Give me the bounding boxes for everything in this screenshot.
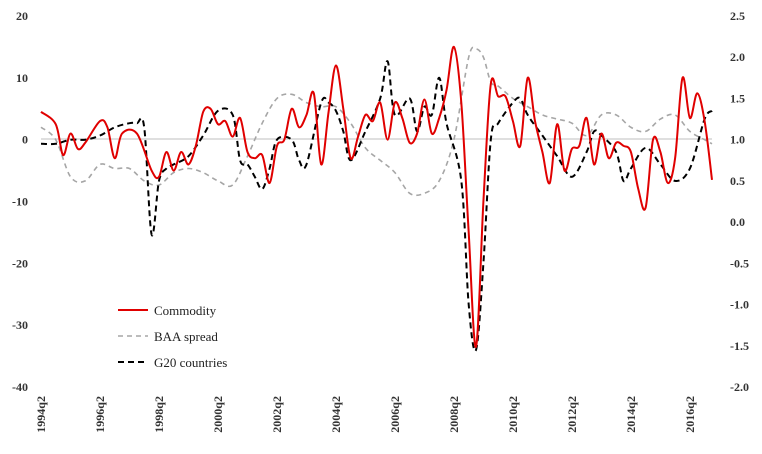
right-tick-label: 1.0 — [730, 133, 745, 147]
series-layer — [40, 45, 713, 353]
right-tick-label: 2.0 — [730, 50, 745, 64]
left-tick-label: -40 — [12, 380, 28, 394]
x-axis: 1994q2 1996q2 1998q2 2000q2 2002q2 2004q2 2006… — [34, 396, 697, 433]
x-tick-label: 2000q2 — [211, 396, 225, 433]
x-tick-label: 2008q2 — [447, 396, 461, 433]
right-tick-label: -1.0 — [730, 298, 749, 312]
legend-label: Commodity — [154, 303, 217, 318]
x-tick-label: 2002q2 — [270, 396, 284, 433]
x-tick-label: 2006q2 — [388, 396, 402, 433]
right-tick-label: 1.5 — [730, 91, 745, 105]
x-tick-label: 2012q2 — [565, 396, 579, 433]
legend-label: BAA spread — [154, 329, 218, 344]
left-axis: 20 10 0 -10 -20 -30 -40 — [12, 9, 28, 394]
left-tick-label: -30 — [12, 318, 28, 332]
right-tick-label: -0.5 — [730, 256, 749, 270]
right-tick-label: 2.5 — [730, 9, 745, 23]
x-tick-label: 1994q2 — [34, 396, 48, 433]
right-tick-label: 0.0 — [730, 215, 745, 229]
legend-label: G20 countries — [154, 355, 227, 370]
left-tick-label: -10 — [12, 195, 28, 209]
x-tick-label: 2004q2 — [329, 396, 343, 433]
legend: Commodity BAA spread G20 countries — [118, 303, 227, 370]
right-tick-label: -1.5 — [730, 339, 749, 353]
left-tick-label: 10 — [16, 71, 28, 85]
right-axis: 2.5 2.0 1.5 1.0 0.5 0.0 -0.5 -1.0 -1.5 -2.0 — [730, 9, 749, 394]
x-tick-label: 2016q2 — [683, 396, 697, 433]
x-tick-label: 2010q2 — [506, 396, 520, 433]
series-line-baa-spread — [40, 46, 713, 197]
x-tick-label: 1996q2 — [93, 396, 107, 433]
series-line-commodity — [40, 45, 713, 348]
x-tick-label: 1998q2 — [152, 396, 166, 433]
series-line-g20-countries — [40, 60, 713, 353]
right-tick-label: 0.5 — [730, 174, 745, 188]
x-tick-label: 2014q2 — [624, 396, 638, 433]
left-tick-label: -20 — [12, 256, 28, 270]
right-tick-label: -2.0 — [730, 380, 749, 394]
left-tick-label: 20 — [16, 9, 28, 23]
left-tick-label: 0 — [22, 133, 28, 147]
